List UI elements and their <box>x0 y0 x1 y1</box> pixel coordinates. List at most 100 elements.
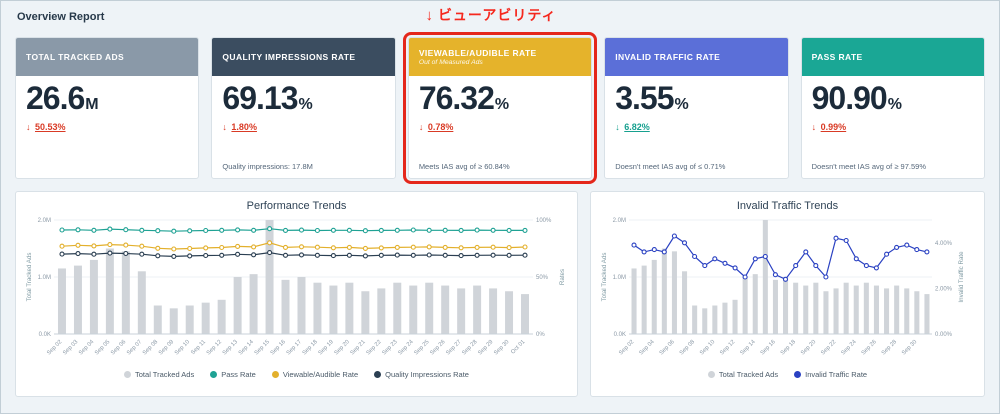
metric-value-row: 76.32 % <box>419 80 581 117</box>
svg-text:Sep 12: Sep 12 <box>206 339 223 356</box>
delta-down-arrow-icon: ↓ <box>26 122 31 132</box>
down-arrow-icon: ↓ <box>425 7 434 24</box>
line-viewable-audible-rate[interactable] <box>59 240 528 252</box>
svg-text:Sep 21: Sep 21 <box>350 339 367 356</box>
invalid-traffic-trends-chart: 0.0K1.0M2.0M0.00%2.00%4.00%Sep 02 Sep 04 S… <box>601 218 965 357</box>
svg-text:Sep 06: Sep 06 <box>659 339 676 356</box>
legend-item-invalid-traffic-rate[interactable]: Invalid Traffic Rate <box>794 370 867 379</box>
svg-text:Sep 14: Sep 14 <box>739 339 757 357</box>
svg-text:Rates: Rates <box>559 269 566 285</box>
svg-text:Sep 20: Sep 20 <box>800 339 817 356</box>
performance-trends-panel: Performance Trends 0.0K 1.0M 2.0M 0% 50% 100%… <box>15 191 578 397</box>
annotation-label: ビューアビリティ <box>437 7 557 23</box>
delta-down-arrow-icon: ↓ <box>811 122 817 132</box>
card-invalid-traffic-rate[interactable]: INVALID TRAFFIC RATE 3.55 % ↓ 6.82% Does… <box>604 37 789 179</box>
pass-rate-legend-dot-icon <box>210 371 218 378</box>
delta[interactable]: ↓ 0.99% <box>812 122 974 132</box>
metric-unit: M <box>85 96 99 113</box>
metric-value: 3.55 <box>615 80 674 116</box>
delta-value[interactable]: 0.99% <box>820 122 847 132</box>
metric-value-row: 26.6 M <box>26 80 188 117</box>
svg-text:Sep 04: Sep 04 <box>638 339 656 357</box>
card-header: PASS RATE <box>801 38 985 76</box>
card-pass-rate[interactable]: PASS RATE 90.90 % ↓ 0.99% Doesn't meet I… <box>800 37 986 179</box>
delta-value[interactable]: 1.80% <box>231 122 257 132</box>
card-header-label: TOTAL TRACKED ADS <box>26 52 125 62</box>
metric-unit: % <box>298 96 313 113</box>
card-header-label: QUALITY IMPRESSIONS RATE <box>222 52 356 62</box>
chart-title: Performance Trends <box>246 200 347 212</box>
svg-text:Sep 20: Sep 20 <box>334 339 351 356</box>
line-pass-rate[interactable] <box>59 226 528 234</box>
svg-text:Total Tracked Ads: Total Tracked Ads <box>601 253 608 302</box>
svg-text:Sep 23: Sep 23 <box>381 339 398 356</box>
card-body: 76.32 % ↓ 0.78% Meets IAS avg of ≥ 60.84… <box>409 76 591 178</box>
line-quality-impressions-rate[interactable] <box>59 250 528 259</box>
metric-subtext: Quality impressions: 17.8M <box>222 162 313 171</box>
chart-title: Invalid Traffic Trends <box>736 200 839 212</box>
svg-text:0%: 0% <box>536 332 545 338</box>
delta[interactable]: ↓ 0.78% <box>419 122 581 132</box>
card-header: VIEWABLE/AUDIBLE RATE Out of Measured Ad… <box>408 38 592 76</box>
legend-item-total-tracked-ads[interactable]: Total Tracked Ads <box>707 370 778 379</box>
card-total-tracked-ads[interactable]: TOTAL TRACKED ADS 26.6 M ↓ 50.53% <box>15 37 200 179</box>
metric-value: 69.13 <box>222 80 298 116</box>
line-invalid-traffic-rate[interactable] <box>631 233 930 282</box>
legend-item-quality-impressions-rate[interactable]: Quality Impressions Rate <box>374 370 469 379</box>
svg-text:Sep 02: Sep 02 <box>618 339 635 356</box>
viewability-annotation: ↓ ビューアビリティ <box>386 5 596 25</box>
delta-down-arrow-icon: ↓ <box>615 122 620 132</box>
metric-unit: % <box>494 96 510 113</box>
svg-text:Sep 25: Sep 25 <box>413 339 430 356</box>
svg-text:Sep 26: Sep 26 <box>861 339 878 356</box>
legend-label: Total Tracked Ads <box>135 370 195 379</box>
invalid-traffic-rate-legend-dot-icon <box>794 371 802 378</box>
chart-legend: Total Tracked Ads Invalid Traffic Rate <box>599 370 976 379</box>
svg-text:Sep 11: Sep 11 <box>190 339 207 356</box>
delta-value[interactable]: 0.78% <box>427 122 454 132</box>
card-header: INVALID TRAFFIC RATE <box>605 38 788 76</box>
svg-text:Sep 24: Sep 24 <box>840 339 858 357</box>
svg-text:1.0M: 1.0M <box>613 275 626 281</box>
svg-text:Sep 08: Sep 08 <box>142 339 159 356</box>
invalid-traffic-trends-panel: Invalid Traffic Trends 0.0K 1.0M 2.0M 0.00%… <box>590 191 985 397</box>
delta-value[interactable]: 50.53% <box>35 122 66 132</box>
card-header-subtitle: Out of Measured Ads <box>418 59 483 66</box>
svg-text:Sep 22: Sep 22 <box>820 339 837 356</box>
card-header-label: INVALID TRAFFIC RATE <box>615 52 721 62</box>
svg-text:Sep 09: Sep 09 <box>158 339 175 356</box>
legend-item-pass-rate[interactable]: Pass Rate <box>210 370 256 379</box>
svg-text:Sep 06: Sep 06 <box>110 339 127 356</box>
card-quality-impressions-rate[interactable]: QUALITY IMPRESSIONS RATE 69.13 % ↓ 1.80%… <box>211 37 396 179</box>
delta-value[interactable]: 6.82% <box>624 122 650 132</box>
svg-text:Sep 19: Sep 19 <box>318 339 335 356</box>
charts-row: Performance Trends 0.0K 1.0M 2.0M 0% 50% 100%… <box>15 191 985 397</box>
svg-text:Invalid Traffic Rate: Invalid Traffic Rate <box>958 251 965 303</box>
svg-text:2.0M: 2.0M <box>613 218 626 224</box>
legend-item-viewable-audible-rate[interactable]: Viewable/Audible Rate <box>271 370 358 379</box>
svg-text:Sep 30: Sep 30 <box>493 339 510 356</box>
svg-text:Sep 18: Sep 18 <box>780 339 797 356</box>
svg-text:Sep 28: Sep 28 <box>461 339 478 356</box>
svg-text:2.00%: 2.00% <box>935 286 953 292</box>
metric-unit: % <box>674 96 689 113</box>
quality-impressions-rate-legend-dot-icon <box>374 371 382 378</box>
card-viewable-audible-rate[interactable]: VIEWABLE/AUDIBLE RATE Out of Measured Ad… <box>402 32 598 184</box>
metric-value: 90.90 <box>811 80 888 116</box>
chart-legend: Total Tracked Ads Pass Rate Viewable/Audib… <box>24 370 569 379</box>
bars-total-tracked-ads[interactable] <box>57 220 529 334</box>
svg-text:Sep 05: Sep 05 <box>94 339 111 356</box>
svg-text:Sep 24: Sep 24 <box>397 339 415 357</box>
svg-text:Sep 22: Sep 22 <box>365 339 382 356</box>
delta[interactable]: ↓ 1.80% <box>222 122 384 132</box>
svg-text:100%: 100% <box>536 218 552 224</box>
page-title: Overview Report <box>17 11 105 23</box>
legend-item-total-tracked-ads[interactable]: Total Tracked Ads <box>124 370 194 379</box>
total-tracked-ads-legend-dot-icon <box>124 371 132 378</box>
svg-text:Sep 27: Sep 27 <box>445 339 462 356</box>
delta[interactable]: ↓ 6.82% <box>615 122 777 132</box>
bars-total-tracked-ads[interactable] <box>631 220 930 334</box>
card-body: 3.55 % ↓ 6.82% Doesn't meet IAS avg of ≤… <box>605 76 787 178</box>
delta[interactable]: ↓ 50.53% <box>26 122 188 132</box>
legend-label: Pass Rate <box>221 370 256 379</box>
